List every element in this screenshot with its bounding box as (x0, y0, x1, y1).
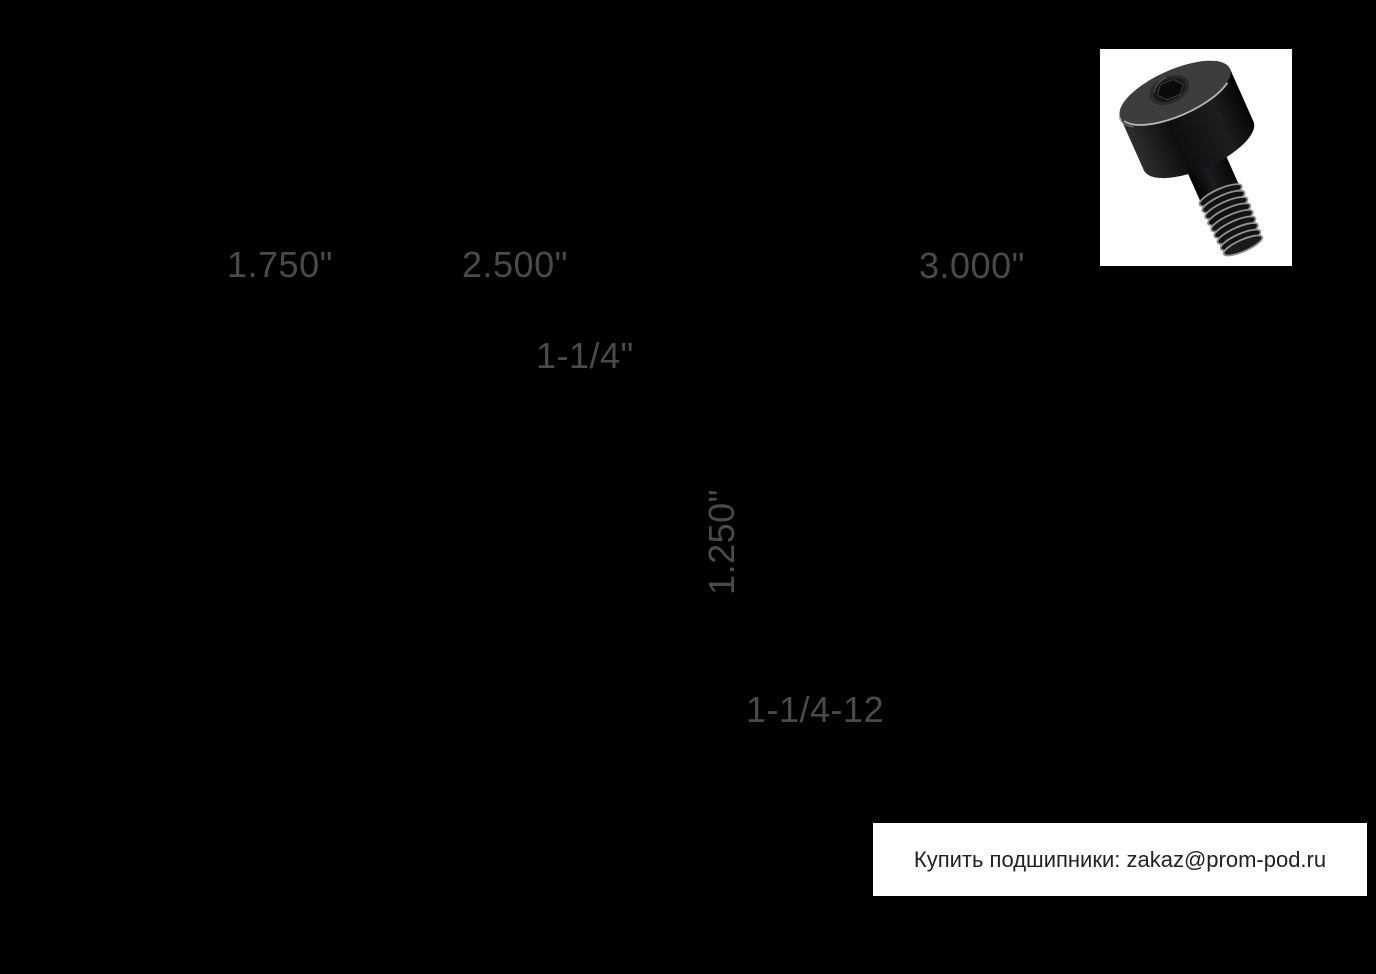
dim-label-1-250-vertical: 1.250" (701, 489, 742, 595)
contact-text: Купить подшипники: zakaz@prom-pod.ru (913, 846, 1327, 872)
product-photo (1100, 49, 1292, 266)
cam-follower-illustration (1118, 60, 1264, 257)
contact-banner: Купить подшипники: zakaz@prom-pod.ru (873, 823, 1367, 896)
dim-label-thread-spec: 1-1/4-12 (746, 689, 885, 730)
dim-label-1-1-4: 1-1/4" (536, 335, 634, 376)
dim-label-2-500: 2.500" (462, 244, 568, 285)
dim-label-3-000: 3.000" (919, 245, 1025, 286)
dim-label-1-750: 1.750" (227, 244, 333, 285)
